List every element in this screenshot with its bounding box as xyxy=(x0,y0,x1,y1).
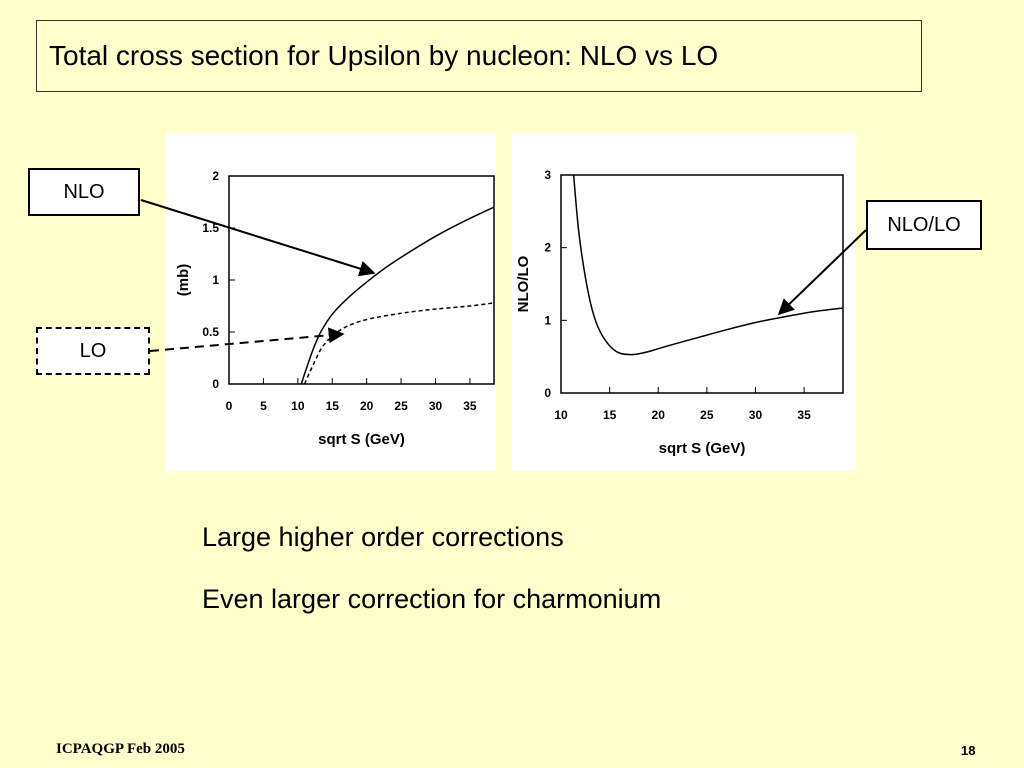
cross-section-chart: 0 5 10 15 20 25 30 35 0 0.5 1 1.5 2 sqrt S (GeV) (mb) xyxy=(175,169,495,448)
ratio-chart-panel: 10 15 20 25 30 35 0 1 2 3 sqrt S (GeV) NLO/LO xyxy=(512,133,856,471)
ratio-chart: 10 15 20 25 30 35 0 1 2 3 sqrt S (GeV) NLO/LO xyxy=(515,168,844,457)
plot-frame xyxy=(228,175,495,385)
x-tick-label: 0 xyxy=(226,399,233,413)
x-tick-label: 5 xyxy=(260,399,267,413)
y-tick-label: 1 xyxy=(544,313,551,327)
plot-frame xyxy=(560,174,844,394)
x-tick-label: 20 xyxy=(360,399,374,413)
bullet-text-1: Large higher order corrections xyxy=(202,522,564,552)
bullet-text-2: Even larger correction for charmonium xyxy=(202,584,662,614)
nlo-callout-label: NLO xyxy=(28,168,140,216)
x-tick-label: 15 xyxy=(326,399,340,413)
x-tick-label: 20 xyxy=(652,408,666,422)
slide-title: Total cross section for Upsilon by nucle… xyxy=(36,20,922,92)
x-tick-label: 30 xyxy=(429,399,443,413)
x-tick-label: 10 xyxy=(291,399,305,413)
x-tick-label: 30 xyxy=(749,408,763,422)
lo-callout-label: LO xyxy=(36,327,150,375)
x-tick-label: 25 xyxy=(700,408,714,422)
y-tick-label: 2 xyxy=(544,241,551,255)
series-line-lo xyxy=(304,302,495,385)
cross-section-chart-panel: 0 5 10 15 20 25 30 35 0 0.5 1 1.5 2 sqrt S (GeV) (mb) xyxy=(166,133,496,471)
x-tick-label: 35 xyxy=(797,408,811,422)
y-tick-label: 0 xyxy=(544,386,551,400)
y-axis-label: NLO/LO xyxy=(515,255,532,312)
x-tick-label: 10 xyxy=(554,408,568,422)
y-axis-label: (mb) xyxy=(175,264,192,297)
x-tick-label: 25 xyxy=(394,399,408,413)
footer-label: ICPAQGP Feb 2005 xyxy=(56,741,185,757)
series-line-nlo xyxy=(300,206,495,385)
x-tick-label: 15 xyxy=(603,408,617,422)
page-number: 18 xyxy=(961,743,976,758)
series-line-nlo-lo xyxy=(572,174,844,356)
x-axis-label: sqrt S (GeV) xyxy=(659,440,746,457)
y-tick-label: 3 xyxy=(544,168,551,182)
y-tick-label: 1 xyxy=(212,273,219,287)
x-axis-label: sqrt S (GeV) xyxy=(318,431,405,448)
x-tick-label: 35 xyxy=(463,399,477,413)
y-tick-label: 1.5 xyxy=(202,221,219,235)
y-tick-label: 2 xyxy=(212,169,219,183)
y-tick-label: 0.5 xyxy=(202,325,219,339)
ratio-callout-label: NLO/LO xyxy=(866,200,982,250)
y-tick-label: 0 xyxy=(212,377,219,391)
